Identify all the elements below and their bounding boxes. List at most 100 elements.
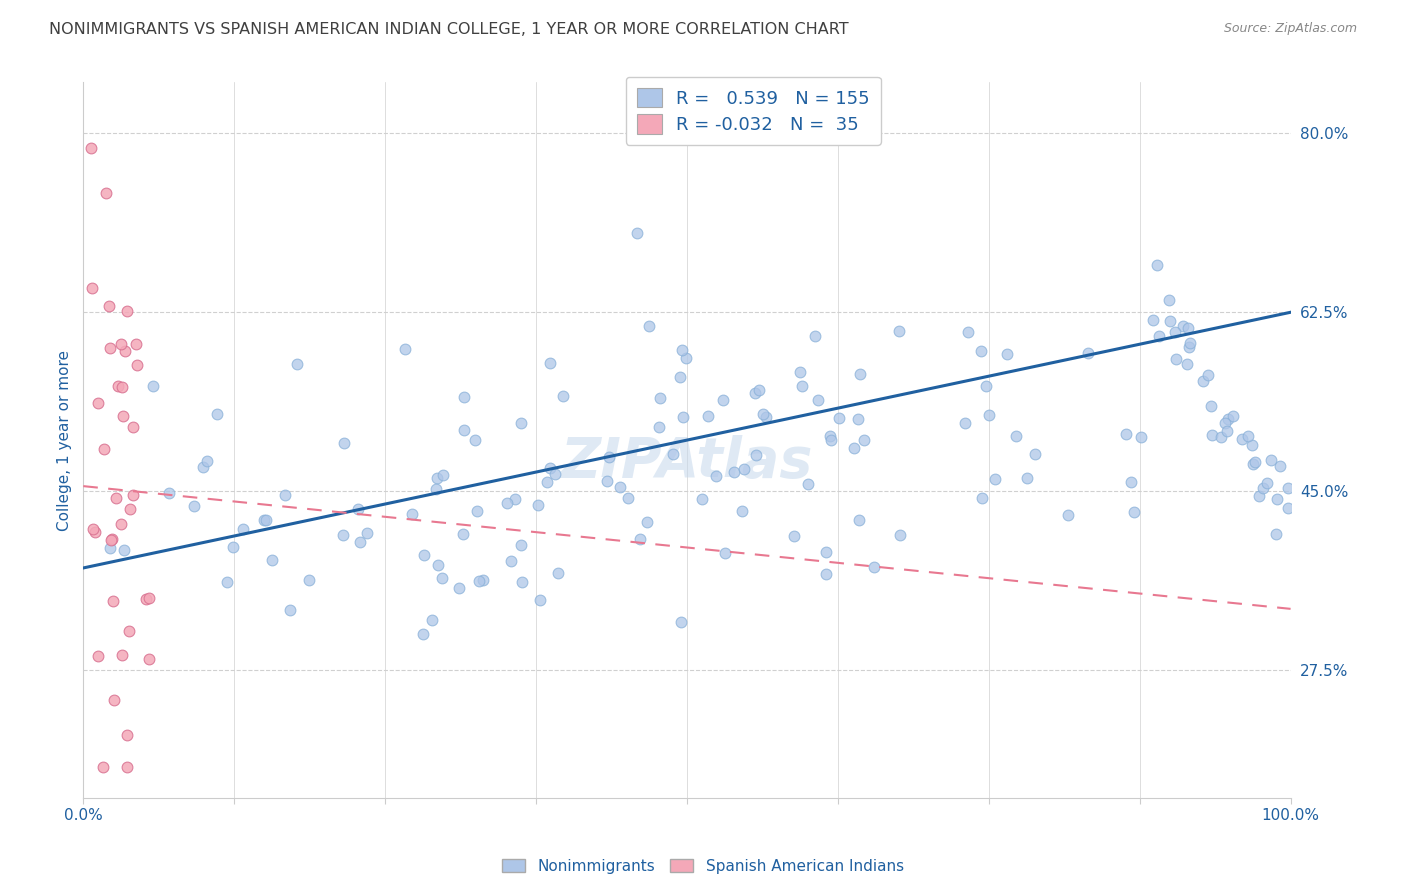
Point [844, 441, 866, 455]
Point [628, 532, 651, 546]
Point [955, 416, 977, 430]
Point [1218, 412, 1240, 426]
Point [127, 358, 149, 372]
Point [1077, 346, 1099, 360]
Point [626, 227, 648, 241]
Point [1197, 368, 1219, 382]
Point [349, 535, 371, 549]
Point [1024, 447, 1046, 461]
Point [1268, 458, 1291, 473]
Point [889, 528, 911, 542]
Point [672, 410, 695, 425]
Point [789, 365, 811, 379]
Point [510, 574, 533, 589]
Point [110, 337, 132, 351]
Point [690, 492, 713, 507]
Point [648, 391, 671, 405]
Point [1129, 430, 1152, 444]
Point [1171, 318, 1194, 333]
Point [1277, 481, 1299, 495]
Point [501, 554, 523, 568]
Point [467, 574, 489, 588]
Point [1260, 452, 1282, 467]
Point [538, 461, 561, 475]
Point [970, 344, 993, 359]
Point [1241, 457, 1264, 471]
Point [671, 343, 693, 357]
Point [356, 525, 378, 540]
Point [797, 476, 820, 491]
Point [1201, 428, 1223, 442]
Point [1244, 455, 1267, 469]
Point [596, 474, 619, 488]
Point [1175, 357, 1198, 371]
Point [253, 513, 276, 527]
Point [394, 343, 416, 357]
Point [669, 369, 692, 384]
Point [87, 396, 110, 410]
Point [138, 652, 160, 666]
Point [332, 528, 354, 542]
Point [1277, 501, 1299, 516]
Point [1147, 329, 1170, 343]
Point [1237, 429, 1260, 443]
Point [221, 540, 243, 554]
Point [453, 423, 475, 437]
Point [412, 627, 434, 641]
Point [118, 502, 141, 516]
Point [547, 566, 569, 581]
Point [1015, 471, 1038, 485]
Point [464, 433, 486, 447]
Point [346, 501, 368, 516]
Point [1177, 340, 1199, 354]
Point [1213, 417, 1236, 431]
Point [551, 389, 574, 403]
Point [976, 379, 998, 393]
Point [820, 433, 842, 447]
Point [1177, 320, 1199, 334]
Point [669, 615, 692, 629]
Point [118, 624, 141, 639]
Point [1192, 374, 1215, 388]
Point [544, 467, 567, 482]
Point [420, 613, 443, 627]
Point [97, 298, 120, 312]
Point [636, 515, 658, 529]
Point [1146, 258, 1168, 272]
Point [111, 648, 134, 662]
Point [807, 392, 830, 407]
Point [453, 390, 475, 404]
Point [783, 529, 806, 543]
Point [957, 325, 980, 339]
Point [848, 367, 870, 381]
Point [135, 592, 157, 607]
Point [648, 420, 671, 434]
Point [232, 522, 254, 536]
Point [472, 574, 495, 588]
Point [449, 581, 471, 595]
Point [107, 379, 129, 393]
Point [115, 304, 138, 318]
Point [465, 504, 488, 518]
Point [84, 525, 107, 540]
Point [142, 379, 165, 393]
Point [112, 543, 135, 558]
Point [723, 466, 745, 480]
Point [745, 448, 768, 462]
Point [262, 553, 284, 567]
Point [748, 383, 770, 397]
Point [91, 760, 114, 774]
Point [207, 407, 229, 421]
Point [848, 513, 870, 527]
Point [792, 379, 814, 393]
Point [86, 648, 108, 663]
Point [1005, 428, 1028, 442]
Point [828, 411, 851, 425]
Point [1057, 508, 1080, 522]
Point [1222, 409, 1244, 423]
Y-axis label: College, 1 year or more: College, 1 year or more [58, 350, 72, 531]
Point [82, 522, 104, 536]
Point [274, 487, 297, 501]
Point [93, 442, 115, 457]
Point [98, 541, 121, 556]
